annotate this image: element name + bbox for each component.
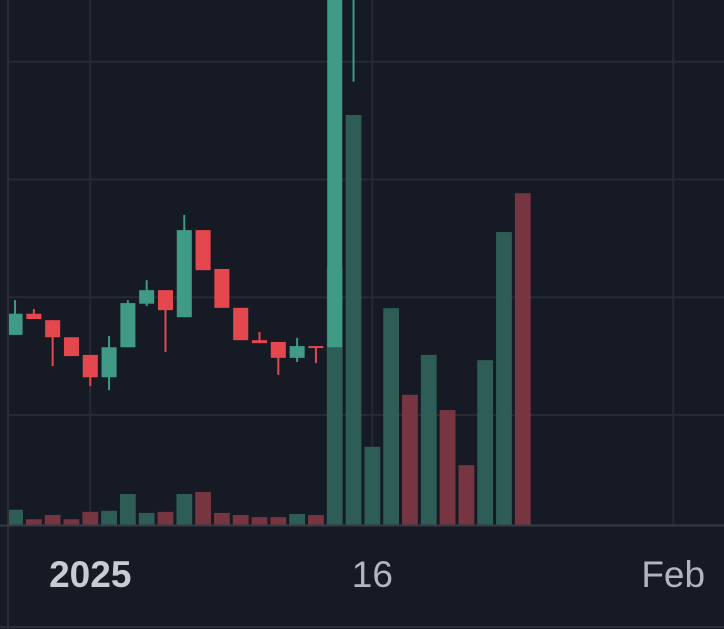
candle-body xyxy=(8,313,23,335)
candle-body xyxy=(327,0,343,348)
candle-body xyxy=(308,346,324,349)
candle-body xyxy=(45,320,61,338)
x-tick-label: Feb xyxy=(641,554,705,595)
volume-bar xyxy=(270,517,287,525)
volume-bar xyxy=(289,513,306,525)
volume-bar xyxy=(477,360,494,525)
volume-bar xyxy=(101,510,117,525)
volume-bar xyxy=(364,446,381,525)
volume-bar xyxy=(195,491,211,525)
volume-bar xyxy=(420,354,437,525)
candle-body xyxy=(270,341,286,358)
volume-bar xyxy=(119,494,136,525)
x-tick-label: 16 xyxy=(352,554,393,595)
volume-bar xyxy=(345,114,362,525)
volume-bar xyxy=(157,511,174,525)
volume-bar xyxy=(251,517,268,525)
volume-bar xyxy=(44,515,61,525)
candle-body xyxy=(289,346,305,358)
candle-body xyxy=(26,313,42,320)
x-tick-label: 2025 xyxy=(49,554,131,595)
candle-body xyxy=(120,303,136,348)
volume-bar xyxy=(402,394,418,525)
volume-bar xyxy=(383,308,400,525)
volume-bar xyxy=(82,511,99,525)
volume-bar xyxy=(214,512,230,525)
volume-bar xyxy=(308,515,324,525)
volume-bar xyxy=(232,515,249,525)
volume-bar xyxy=(25,519,42,525)
volume-bar xyxy=(496,232,512,525)
candle-body xyxy=(195,230,211,271)
candle-body xyxy=(101,347,117,378)
candle-body xyxy=(63,337,79,357)
volume-bar xyxy=(8,509,23,525)
volume-bar xyxy=(138,512,155,525)
candle-body xyxy=(251,340,268,344)
volume-bar xyxy=(458,465,475,525)
candle-body xyxy=(233,307,249,341)
volume-bar xyxy=(176,494,193,525)
candle-body xyxy=(214,268,230,308)
grid xyxy=(8,0,724,525)
plot-area xyxy=(8,0,531,525)
candle-body xyxy=(82,354,98,378)
volume-bar xyxy=(439,410,456,525)
volume-bar xyxy=(63,519,80,525)
candle-body xyxy=(157,290,174,311)
candle-body xyxy=(139,290,155,304)
volume-bar xyxy=(514,193,531,525)
candle-body xyxy=(176,230,192,318)
x-axis: 2025 16 Feb xyxy=(49,554,705,595)
